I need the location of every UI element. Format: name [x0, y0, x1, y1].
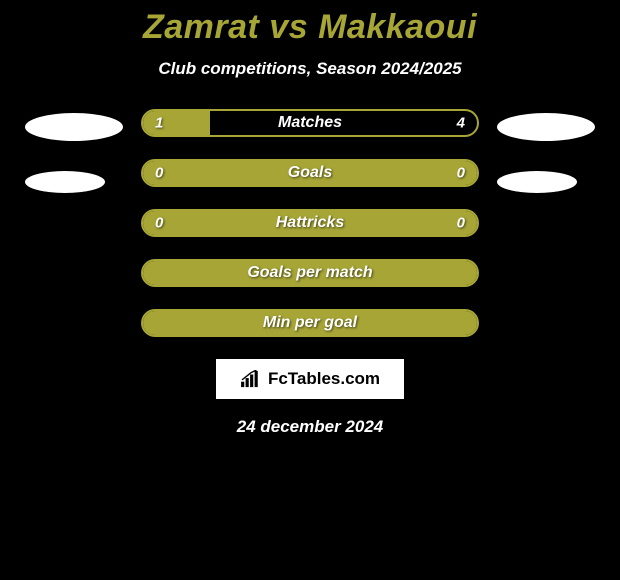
right-avatars-col [497, 109, 595, 193]
attribution-text: FcTables.com [268, 369, 380, 389]
stat-bar-goals-per-match: Goals per match [141, 259, 479, 287]
stat-label: Hattricks [143, 214, 477, 232]
main-container: Zamrat vs Makkaoui Club competitions, Se… [0, 0, 620, 437]
stat-bar-goals: 0 Goals 0 [141, 159, 479, 187]
left-avatar-placeholder-1 [25, 113, 123, 141]
left-avatar-placeholder-2 [25, 171, 105, 193]
left-avatars-col [25, 109, 123, 193]
stat-label: Matches [143, 114, 477, 132]
stat-label: Min per goal [143, 314, 477, 332]
stat-right-value: 0 [457, 165, 465, 182]
stat-label: Goals per match [143, 264, 477, 282]
stat-bar-matches: 1 Matches 4 [141, 109, 479, 137]
page-subtitle: Club competitions, Season 2024/2025 [158, 59, 461, 79]
stat-bars-column: 1 Matches 4 0 Goals 0 0 Hattricks 0 Goal… [141, 109, 479, 337]
right-avatar-placeholder-1 [497, 113, 595, 141]
stats-area: 1 Matches 4 0 Goals 0 0 Hattricks 0 Goal… [0, 109, 620, 337]
attribution-badge: FcTables.com [216, 359, 404, 399]
stat-right-value: 0 [457, 215, 465, 232]
stat-label: Goals [143, 164, 477, 182]
stat-right-value: 4 [457, 115, 465, 132]
right-avatar-placeholder-2 [497, 171, 577, 193]
chart-icon [240, 370, 262, 388]
stat-bar-hattricks: 0 Hattricks 0 [141, 209, 479, 237]
page-title: Zamrat vs Makkaoui [143, 8, 477, 47]
date-text: 24 december 2024 [237, 417, 384, 437]
stat-bar-min-per-goal: Min per goal [141, 309, 479, 337]
